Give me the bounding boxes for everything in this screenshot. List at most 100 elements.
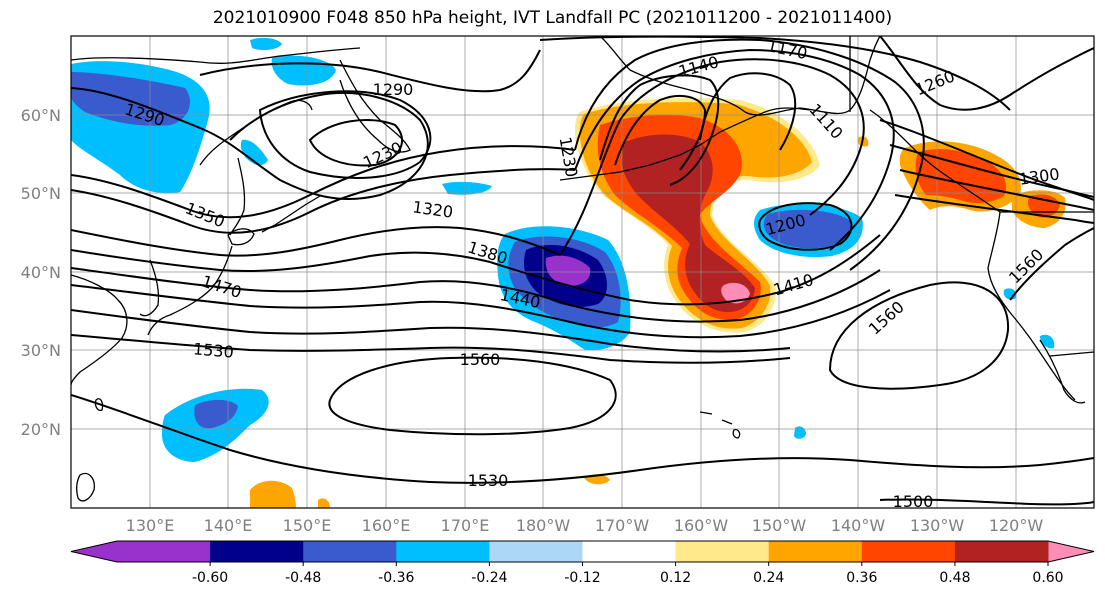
lon-label: 140°W [831,516,886,535]
coast-kamchatka [339,59,411,153]
contour-trough-1 [559,58,865,256]
contour-ridge-bc-4 [894,194,1094,224]
colorbar-tick-label: 0.60 [1032,570,1063,586]
contour-1530-north [71,334,791,364]
contour-1380 [71,226,561,257]
colorbar-tick-label: 0.12 [660,570,691,586]
colorbar-bin [396,541,490,562]
coast-hawaii [699,411,741,439]
fill-small-blue [442,181,492,195]
colorbar-bin [954,541,1049,562]
lon-label: 160°E [362,516,411,535]
colorbar-bin [303,541,397,562]
colorbar-min-extend [71,541,117,562]
coast-baja [1039,339,1086,404]
longitude-labels: 130°E 140°E 150°E 160°E 170°E 180°W 170°… [126,516,1044,535]
colorbar-tick-label: -0.48 [285,570,321,586]
fill-bc-redorange [915,149,1007,204]
lon-label: 160°W [674,516,729,535]
colorbar-tick-label: 0.36 [846,570,877,586]
coast-alaska-peninsula [719,107,811,133]
contour-trough-2 [574,48,895,251]
gridlines [71,36,1094,508]
contour-1500 [71,309,791,353]
contour-1350 [71,145,576,219]
lon-label: 130°W [910,516,965,535]
contour-1170 [539,36,1011,111]
fill-bottom-small-orange [318,498,330,508]
contour-label: 1290 [373,80,414,99]
lon-label: 170°W [595,516,650,535]
colorbar-outline [70,540,1095,563]
fill-north-pacific-pink [721,282,750,304]
lat-label: 20°N [21,420,61,439]
lon-label: 120°W [989,516,1044,535]
colorbar-tick-label: -0.12 [564,570,600,586]
latitude-labels: 60°N 50°N 40°N 30°N 20°N [21,106,61,439]
contour-1230-low [308,119,404,167]
fill-top-blue [250,37,282,51]
colorbar-tick-label: -0.60 [192,570,228,586]
contour-1440 [71,267,881,323]
contour-label: 1530 [468,471,509,490]
fill-baja-blue [1040,334,1055,349]
contour-trough-4 [599,74,720,186]
contour-trough-3 [574,38,925,271]
map-frame [70,35,1095,509]
positive-anomaly-fills [250,98,1066,508]
fill-gulf-royal [763,209,853,249]
lon-label: 140°E [204,516,253,535]
coast-japan [147,245,233,336]
fill-subtropic-royal [194,399,238,429]
contour-1560-west [328,356,617,436]
colorbar-tick-label: 0.48 [939,570,970,586]
coast-asia-north [71,47,361,64]
contour-1500-south [879,498,1094,506]
colorbar-max-extend [1048,541,1094,562]
fill-dateline-purple [545,255,591,286]
contour-gulf-low [758,202,853,251]
colorbar-bin [861,541,956,562]
coast-alaska [599,36,881,116]
lat-label: 50°N [21,184,61,203]
coast-philippines [76,472,95,502]
coast-taiwan [94,398,104,412]
coast-sakhalin [229,157,246,236]
coast-us-west [987,211,1076,401]
contour-ridge-bc-3 [899,169,1094,211]
colorbar-tick-label: -0.24 [471,570,507,586]
contour-ridge-bc-2 [889,144,1094,198]
colorbar-bin [489,541,583,562]
colorbar-bin [675,541,770,562]
fill-japan-sea-blue [240,139,268,166]
contour-1290-west [71,87,429,201]
contour-label: 1500 [893,492,934,511]
colorbar-tick-label: -0.36 [378,570,414,586]
colorbar-bin [117,541,211,562]
coast-aleutians [559,131,721,181]
lat-label: 60°N [21,106,61,125]
contour-1320 [71,168,576,234]
colorbar-bin [210,541,304,562]
contour-trough-5 [614,94,707,171]
contour-1560-east [828,281,1010,390]
figure-title: 2021010900 F048 850 hPa height, IVT Land… [212,8,893,28]
contour-label: 1530 [192,339,234,361]
coast-hokkaido [227,228,255,246]
colorbar-tick-label: 0.24 [753,570,784,586]
lat-label: 30°N [21,341,61,360]
contour-1530-south [71,394,1094,484]
contour-1290-ridge [199,49,541,93]
contour-1410 [71,234,881,306]
map-area [71,36,1094,508]
contour-1560-ca [1009,227,1094,301]
lon-label: 180°W [516,516,571,535]
fill-bottom-orange [250,480,296,508]
coast-china [71,274,128,386]
fill-alaska-firebrick [621,134,755,312]
colorbar-bin [768,541,863,562]
height-contours [71,36,1094,506]
contour-1470 [71,284,891,339]
colorbar: -0.60 -0.48 -0.36 -0.24 -0.12 0.12 0.24 0.36 0.4… [70,540,1095,586]
